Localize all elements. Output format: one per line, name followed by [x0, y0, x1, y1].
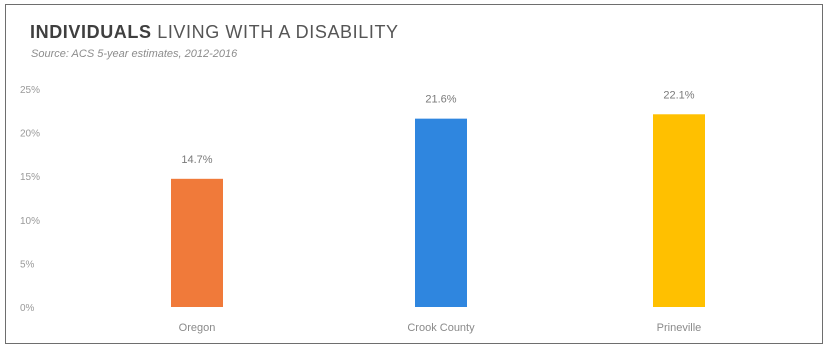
y-tick-label: 5% [20, 259, 35, 270]
category-label: Crook County [407, 322, 475, 334]
y-tick-label: 25% [20, 85, 40, 96]
bar [415, 119, 467, 307]
bar [171, 179, 223, 307]
y-axis: 0% 5% 10% 15% 20% 25% [20, 85, 40, 314]
category-label: Prineville [657, 322, 702, 334]
y-tick-label: 10% [20, 216, 40, 227]
y-tick-label: 20% [20, 129, 40, 140]
data-label: 21.6% [425, 94, 456, 106]
y-tick-label: 0% [20, 303, 35, 314]
data-label: 14.7% [181, 154, 212, 166]
category-label: Oregon [179, 322, 216, 334]
bars: 14.7% 21.6% 22.1% [171, 89, 705, 307]
x-axis: Oregon Crook County Prineville [179, 322, 702, 334]
y-tick-label: 15% [20, 172, 40, 183]
bar [653, 114, 705, 307]
data-label: 22.1% [663, 89, 694, 101]
